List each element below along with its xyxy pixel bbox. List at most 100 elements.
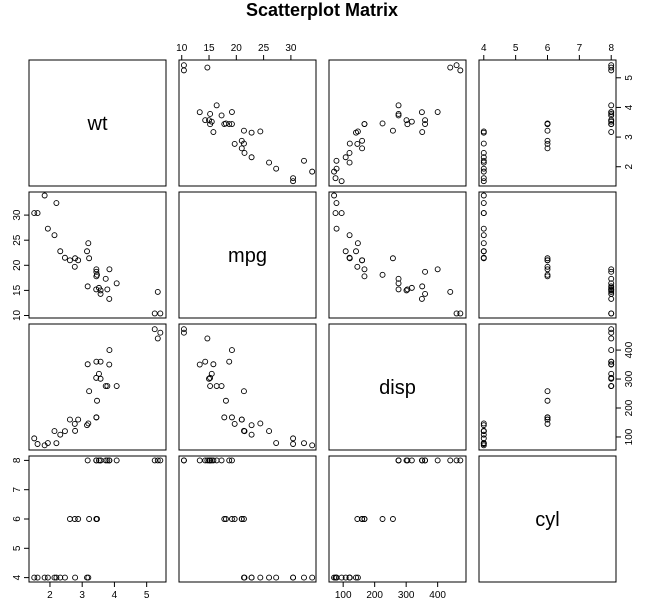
point-cyl-vs-mpg-26 bbox=[266, 574, 273, 581]
x-tick-label-cyl-3: 7 bbox=[577, 43, 583, 54]
point-cyl-vs-wt-18 bbox=[34, 574, 41, 581]
x-tick-label-mpg-2: 20 bbox=[231, 43, 243, 54]
point-cyl-vs-disp-7 bbox=[354, 574, 361, 581]
point-mpg-vs-disp-11 bbox=[395, 280, 402, 287]
point-mpg-vs-disp-7 bbox=[354, 240, 361, 247]
point-mpg-vs-wt-27 bbox=[31, 210, 38, 217]
point-disp-vs-mpg-24 bbox=[228, 347, 235, 354]
point-disp-vs-wt-3 bbox=[86, 388, 93, 395]
point-cyl-vs-disp-15 bbox=[453, 457, 460, 464]
point-disp-vs-mpg-29 bbox=[231, 420, 238, 427]
point-mpg-vs-wt-23 bbox=[106, 295, 113, 302]
point-mpg-vs-cyl-25 bbox=[480, 225, 487, 232]
point-mpg-vs-cyl-4 bbox=[608, 268, 615, 275]
point-cyl-vs-mpg-31 bbox=[240, 574, 247, 581]
point-mpg-vs-disp-10 bbox=[361, 273, 368, 280]
point-cyl-vs-wt-15 bbox=[157, 457, 164, 464]
point-disp-vs-mpg-25 bbox=[273, 440, 280, 446]
point-cyl-vs-mpg-5 bbox=[222, 516, 229, 522]
point-mpg-vs-disp-15 bbox=[453, 310, 460, 317]
point-wt-vs-disp-6 bbox=[422, 117, 429, 124]
point-mpg-vs-disp-6 bbox=[422, 290, 429, 297]
point-mpg-vs-wt-12 bbox=[102, 275, 109, 282]
point-cyl-vs-wt-29 bbox=[71, 516, 78, 522]
point-mpg-vs-wt-31 bbox=[72, 255, 79, 262]
point-wt-vs-mpg-18 bbox=[290, 175, 297, 182]
y-tick-label-mpg-3: 25 bbox=[12, 234, 23, 246]
point-wt-vs-cyl-13 bbox=[608, 111, 615, 117]
point-disp-vs-wt-16 bbox=[154, 335, 161, 342]
point-cyl-vs-mpg-3 bbox=[240, 516, 247, 522]
x-tick-label-wt-0: 2 bbox=[47, 590, 53, 601]
point-mpg-vs-wt-8 bbox=[84, 248, 90, 255]
point-disp-vs-cyl-19 bbox=[480, 442, 487, 449]
point-wt-vs-mpg-31 bbox=[240, 140, 247, 147]
point-cyl-vs-mpg-25 bbox=[273, 574, 280, 581]
point-mpg-vs-disp-14 bbox=[457, 310, 464, 317]
point-cyl-vs-mpg-24 bbox=[228, 457, 235, 464]
point-cyl-vs-wt-16 bbox=[154, 457, 161, 464]
point-disp-vs-wt-6 bbox=[97, 358, 104, 365]
point-wt-vs-cyl-22 bbox=[608, 121, 615, 128]
point-disp-vs-wt-1 bbox=[75, 416, 82, 423]
point-mpg-vs-disp-16 bbox=[447, 288, 454, 295]
panel-mpg-wt bbox=[28, 191, 167, 319]
point-wt-vs-disp-20 bbox=[346, 149, 353, 156]
point-disp-vs-mpg-7 bbox=[257, 420, 264, 427]
point-cyl-vs-mpg-29 bbox=[231, 516, 238, 522]
point-mpg-vs-disp-5 bbox=[379, 271, 386, 278]
y-tick-label-disp-0: 100 bbox=[624, 428, 635, 445]
x-tick-label-cyl-4: 8 bbox=[608, 43, 614, 54]
panel-mpg-disp bbox=[328, 191, 467, 319]
point-cyl-vs-wt-19 bbox=[41, 574, 48, 581]
point-mpg-vs-wt-13 bbox=[104, 286, 111, 293]
point-mpg-vs-wt-11 bbox=[113, 280, 120, 287]
point-disp-vs-wt-18 bbox=[34, 441, 41, 447]
point-cyl-vs-mpg-30 bbox=[206, 457, 212, 464]
point-disp-vs-wt-15 bbox=[157, 329, 164, 336]
point-wt-vs-cyl-8 bbox=[480, 129, 487, 136]
point-wt-vs-cyl-20 bbox=[480, 149, 487, 156]
point-cyl-vs-disp-8 bbox=[353, 574, 359, 581]
point-disp-vs-mpg-27 bbox=[290, 435, 297, 442]
y-tick-label-wt-0: 2 bbox=[624, 164, 635, 170]
x-tick-label-wt-1: 3 bbox=[79, 590, 85, 601]
point-disp-vs-cyl-1 bbox=[544, 416, 551, 423]
point-mpg-vs-wt-0 bbox=[66, 257, 73, 264]
panel-disp-cyl bbox=[478, 323, 617, 451]
point-cyl-vs-disp-16 bbox=[447, 457, 454, 464]
point-mpg-vs-disp-23 bbox=[418, 295, 425, 302]
point-wt-vs-mpg-12 bbox=[218, 112, 225, 119]
point-cyl-vs-wt-28 bbox=[84, 457, 91, 464]
point-wt-vs-cyl-18 bbox=[480, 175, 487, 182]
point-mpg-vs-wt-18 bbox=[34, 210, 41, 217]
point-wt-vs-disp-0 bbox=[359, 145, 366, 152]
y-tick-label-cyl-0: 4 bbox=[12, 574, 23, 580]
point-mpg-vs-disp-8 bbox=[353, 248, 359, 255]
point-mpg-vs-cyl-12 bbox=[608, 275, 615, 282]
point-mpg-vs-wt-28 bbox=[84, 283, 91, 290]
point-mpg-vs-wt-29 bbox=[71, 263, 78, 270]
point-wt-vs-mpg-17 bbox=[301, 157, 307, 164]
point-wt-vs-mpg-28 bbox=[210, 129, 217, 135]
point-disp-vs-wt-27 bbox=[31, 435, 38, 442]
point-mpg-vs-wt-7 bbox=[85, 240, 92, 247]
point-disp-vs-mpg-31 bbox=[240, 427, 247, 434]
point-disp-vs-cyl-31 bbox=[480, 427, 487, 434]
point-cyl-vs-disp-24 bbox=[434, 457, 441, 464]
point-cyl-vs-wt-3 bbox=[86, 516, 93, 522]
point-mpg-vs-disp-29 bbox=[354, 263, 361, 270]
point-disp-vs-mpg-13 bbox=[207, 383, 214, 389]
point-wt-vs-mpg-7 bbox=[257, 128, 264, 135]
point-wt-vs-cyl-30 bbox=[608, 117, 615, 124]
point-wt-vs-disp-3 bbox=[389, 127, 396, 134]
point-disp-vs-cyl-13 bbox=[608, 383, 615, 389]
point-wt-vs-mpg-9 bbox=[228, 121, 235, 127]
point-mpg-vs-cyl-15 bbox=[608, 310, 615, 317]
x-tick-label-disp-2: 300 bbox=[398, 590, 415, 601]
y-tick-label-cyl-3: 7 bbox=[12, 486, 23, 492]
point-disp-vs-cyl-16 bbox=[608, 335, 615, 342]
chart-title: Scatterplot Matrix bbox=[246, 0, 398, 20]
point-wt-vs-disp-13 bbox=[395, 111, 402, 117]
point-mpg-vs-cyl-3 bbox=[544, 255, 551, 262]
